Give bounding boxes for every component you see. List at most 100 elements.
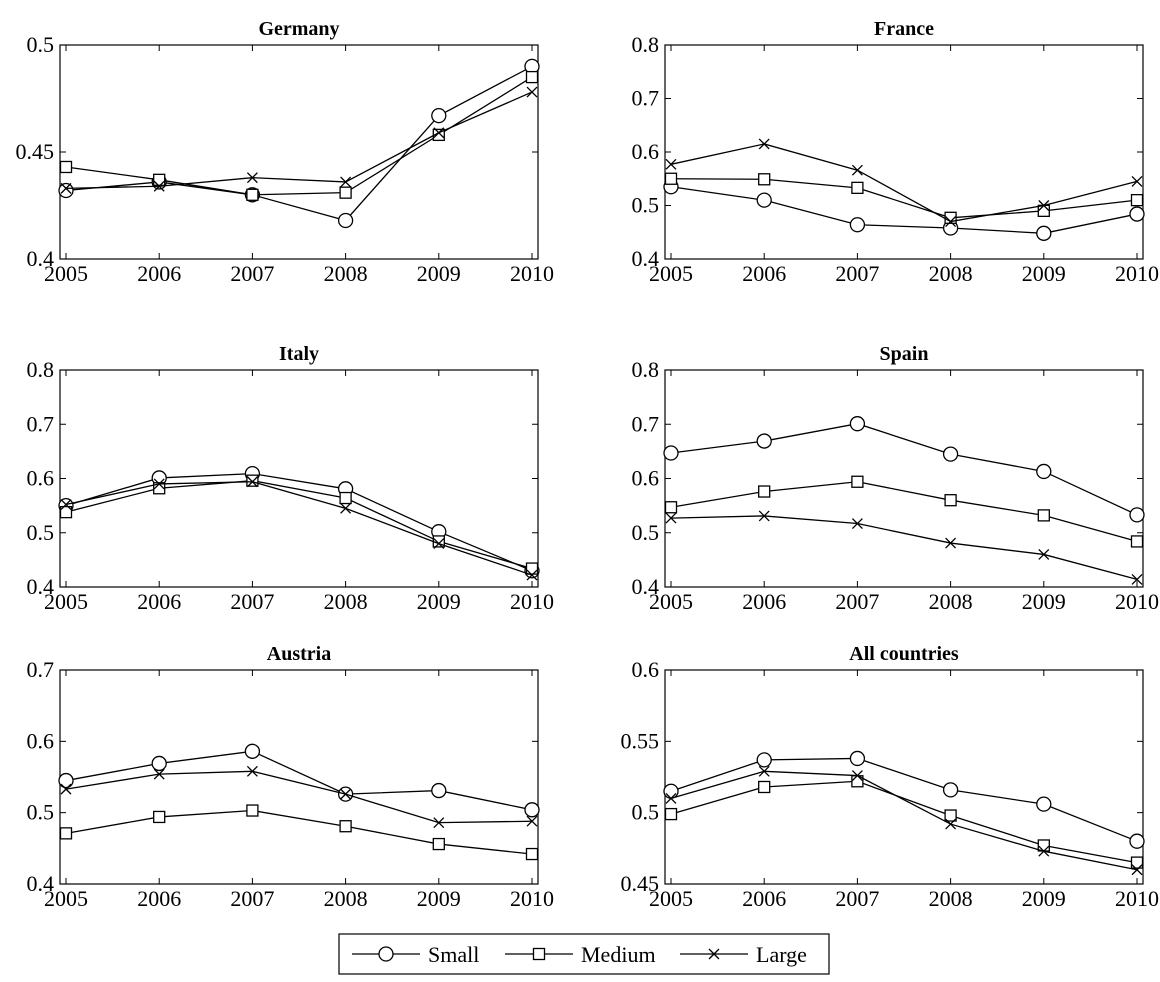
panel-italy-series-medium-point-2005 (59, 505, 73, 519)
panel-all-countries-series-medium-point-2010 (1130, 856, 1144, 869)
panel-austria-series-small-point-2009 (431, 782, 447, 799)
panel-france-series-medium-point-2009 (1037, 204, 1050, 218)
panel-spain-series-small-point-2008 (942, 446, 959, 462)
panel-germany-ytick-label: 0.4 (27, 246, 55, 271)
panel-spain-series-small (663, 416, 1145, 523)
panel-all-countries-xtick-label: 2009 (1022, 886, 1066, 911)
panel-spain-ytick-label: 0.4 (632, 574, 660, 599)
panel-germany: Germany 0.4 0.45 0.5 2005 2006 2007 2008 2009 201… (16, 18, 555, 286)
panel-italy-series-large-point-2007-stroke-b (246, 476, 258, 488)
panel-austria-title: Austria (267, 643, 331, 665)
panel-austria-series-large-point-2008 (340, 788, 352, 800)
panel-spain-series-medium-point-2007 (851, 475, 864, 488)
panel-germany-series-large-point-2007 (246, 172, 258, 184)
panel-austria-series-large-point-2009 (433, 817, 445, 829)
panel-all-countries-series-large (665, 765, 1143, 876)
panel-spain-series-medium-line (670, 481, 1138, 543)
panel-austria-series-large-line (65, 770, 533, 824)
panel-italy-series-large-point-2005 (60, 499, 72, 510)
panel-italy-series-large-point-2007 (246, 476, 258, 488)
panel-germany-xtick-label: 2010 (510, 261, 554, 286)
panel-germany-series-medium-point-2009 (432, 128, 445, 142)
panel-italy-xtick-label: 2010 (510, 589, 554, 614)
panel-austria-ytick-label: 0.4 (27, 871, 55, 896)
panel-germany-axes-box (59, 44, 539, 260)
panel-all-countries-series-large-point-2010-stroke-b (1131, 864, 1143, 876)
legend: Small Medium Large (338, 933, 830, 975)
panel-all-countries-series-small (663, 750, 1145, 849)
panel-france-series-medium-point-2007 (851, 181, 864, 194)
panel-germany-xtick-label: 2007 (230, 261, 274, 286)
panel-all-countries-xtick-label: 2005 (649, 886, 693, 911)
panel-france-series-large-point-2007-stroke-b (851, 164, 863, 176)
panel-spain-series-large-point-2006 (758, 510, 770, 522)
panel-all-countries-series-large-line (670, 770, 1138, 871)
panel-germany-series-medium-point-2005 (59, 160, 73, 174)
panel-austria-series-large-point-2010 (526, 815, 538, 827)
panel-italy-xtick-label: 2005 (44, 589, 88, 614)
panel-all-countries-series-large-point-2008 (945, 818, 957, 830)
panel-austria-xtick-label: 2010 (510, 886, 554, 911)
panel-austria-series-medium-point-2007 (246, 804, 259, 817)
panel-spain-series-medium (664, 475, 1144, 548)
panel-all-countries-series-large-point-2006-stroke-b (758, 765, 770, 777)
panel-spain-xtick-label: 2008 (929, 589, 973, 614)
panel-all-countries: All countries 0.45 0.5 0.55 0.6 2005 2006 2007 2… (621, 643, 1160, 911)
panel-all-countries-series-large-point-2007 (851, 770, 863, 782)
panel-all-countries-series-large-point-2009 (1038, 845, 1050, 857)
panel-all-countries-series-small-line (670, 757, 1138, 842)
panel-austria-series-small-point-2007 (244, 743, 261, 759)
panel-all-countries-series-small-point-2010 (1129, 833, 1145, 849)
panel-austria-series-large-point-2005 (60, 783, 72, 795)
panel-france-axes-box (664, 44, 1144, 260)
panel-italy-ytick-label: 0.4 (27, 574, 55, 599)
panel-austria-series-small-line (65, 750, 533, 811)
panel-all-countries-ytick-label: 0.6 (632, 657, 660, 682)
panel-germany-series-medium-point-2007 (246, 188, 259, 201)
panel-all-countries-series-large-point-2007-stroke-b (851, 770, 863, 782)
panel-italy-xtick-label: 2008 (324, 589, 368, 614)
panel-spain-series-large-point-2008 (945, 537, 957, 549)
panel-austria-series-large-point-2010-stroke-b (526, 815, 538, 827)
panel-spain-axes-box (664, 369, 1144, 588)
panel-italy-series-medium-point-2006 (153, 482, 166, 495)
panel-germany-series-medium (59, 70, 539, 201)
panel-spain-series-large-point-2005-stroke-b (665, 512, 677, 524)
panel-spain-series-large-line (670, 515, 1138, 581)
panel-spain: Spain 0.4 0.5 0.6 0.7 0.8 2005 2006 2007 2008 2009… (632, 343, 1160, 614)
panel-all-countries-series-large-point-2008-stroke-b (945, 818, 957, 830)
panel-austria-ytick-label: 0.7 (27, 657, 55, 682)
panel-france-series-large-point-2008-stroke-b (945, 216, 957, 228)
panel-germany-series-medium-point-2010 (525, 70, 539, 84)
panel-france-xtick-label: 2008 (929, 261, 973, 286)
panel-spain-xtick-label: 2007 (835, 589, 879, 614)
panel-germany-series-large-point-2007-stroke-b (246, 172, 258, 184)
panel-italy-ytick-label: 0.8 (27, 357, 55, 382)
panel-france-series-large-point-2008 (945, 216, 957, 228)
panel-spain-xtick-label: 2006 (742, 589, 786, 614)
panel-spain-series-medium-point-2010 (1130, 535, 1144, 548)
panel-germany-xtick-label: 2008 (324, 261, 368, 286)
panel-all-countries-series-medium-point-2006 (758, 780, 771, 794)
panel-austria-series-large-point-2007 (246, 765, 258, 777)
panel-austria-series-large-point-2006-stroke-b (153, 768, 165, 780)
panel-france-series-large-point-2009 (1038, 200, 1050, 211)
panel-spain-series-large-point-2009-stroke-b (1038, 548, 1050, 560)
panel-spain-series-large-point-2010 (1131, 573, 1143, 585)
panel-austria-ytick-label: 0.5 (27, 800, 55, 825)
panel-all-countries-axes-box (664, 669, 1144, 885)
panel-spain-xtick-label: 2009 (1022, 589, 1066, 614)
panel-austria-series-large-point-2006 (153, 768, 165, 780)
legend-item-medium-marker (532, 947, 546, 961)
panel-italy-series-medium-point-2007 (246, 474, 259, 487)
panel-france-ytick-label: 0.8 (632, 32, 660, 57)
panel-spain-series-small-line (670, 423, 1138, 516)
panel-spain-series-large-point-2006-stroke-b (758, 510, 770, 522)
panel-france-series-large-point-2010-stroke-b (1131, 175, 1143, 187)
panel-spain-series-large-point-2005 (665, 512, 677, 524)
panel-austria-xtick-label: 2006 (137, 886, 181, 911)
legend-item-large-marker (708, 948, 720, 960)
panel-germany-series-large-point-2009 (433, 127, 445, 139)
panel-italy-title: Italy (279, 343, 319, 365)
panel-all-countries-ytick-label: 0.55 (621, 728, 660, 753)
